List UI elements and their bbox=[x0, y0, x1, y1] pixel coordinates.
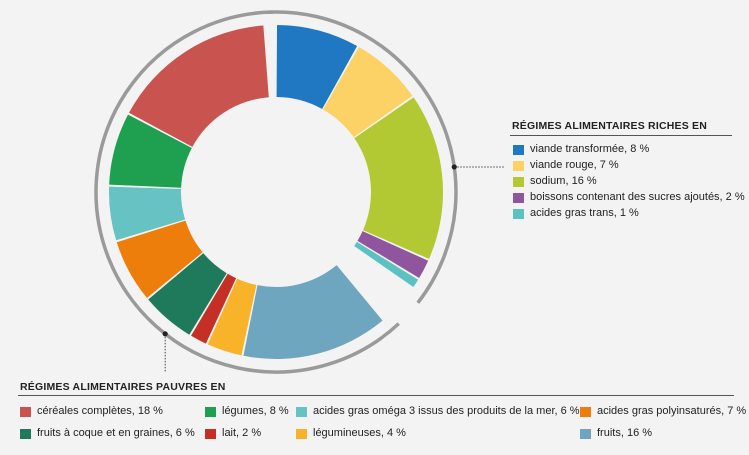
legend-label: lait, 2 % bbox=[222, 427, 262, 439]
legend-label: légumineuses, 4 % bbox=[313, 427, 406, 439]
legend-item-acides-gras-polyinsatures: acides gras polyinsaturés, 7 % bbox=[580, 405, 746, 418]
legend-item-legumes: légumes, 8 % bbox=[205, 405, 289, 418]
legend-swatch bbox=[513, 144, 524, 155]
slice-boissons-contenant-des-sucres-ajoutes bbox=[357, 231, 429, 278]
legend-label: acides gras oméga 3 issus des produits d… bbox=[313, 405, 580, 417]
legend-swatch bbox=[513, 208, 524, 219]
slice-legumes bbox=[109, 114, 192, 188]
legend-item-lait: lait, 2 % bbox=[205, 427, 261, 440]
slice-viande-rouge bbox=[323, 47, 413, 138]
legend-label: acides gras polyinsaturés, 7 % bbox=[597, 405, 747, 417]
legend-label: viande rouge, 7 % bbox=[530, 159, 619, 171]
legend-item-fruits-a-coque-et-en-graines: fruits à coque et en graines, 6 % bbox=[20, 427, 195, 440]
legend-swatch bbox=[20, 428, 31, 439]
slice-fruits-a-coque-et-en-graines bbox=[148, 253, 227, 335]
slice-fruits bbox=[243, 265, 383, 359]
legend-item-viande-rouge: viande rouge, 7 % bbox=[513, 159, 619, 172]
legend-swatch bbox=[513, 176, 524, 187]
rich-legend-rule bbox=[510, 135, 732, 136]
slice-acides-gras-polyinsatures bbox=[116, 220, 203, 298]
legend-item-cereales-completes: céréales complètes, 18 % bbox=[20, 405, 163, 418]
legend-swatch bbox=[20, 406, 31, 417]
poor-bracket-arc bbox=[94, 10, 400, 374]
slice-sodium bbox=[354, 97, 444, 259]
rich-bracket-arc bbox=[266, 10, 458, 304]
poor-leader-dot bbox=[162, 331, 168, 337]
legend-swatch bbox=[296, 406, 307, 417]
slice-viande-transformee bbox=[276, 25, 358, 109]
legend-swatch bbox=[580, 406, 591, 417]
slice-acides-gras-omega-3-issus-des-produits-de-la-mer bbox=[109, 186, 186, 241]
legend-label: viande transformée, 8 % bbox=[530, 143, 650, 155]
legend-item-sodium: sodium, 16 % bbox=[513, 175, 597, 188]
legend-item-fruits: fruits, 16 % bbox=[580, 427, 652, 440]
slice-acides-gras-trans bbox=[354, 241, 419, 287]
legend-label: légumes, 8 % bbox=[222, 405, 289, 417]
legend-item-acides-gras-omega-3-issus-des-produits-de-la-mer: acides gras oméga 3 issus des produits d… bbox=[296, 405, 580, 418]
legend-label: fruits à coque et en graines, 6 % bbox=[37, 427, 195, 439]
rich-leader-dot bbox=[451, 164, 457, 170]
legend-swatch bbox=[513, 160, 524, 171]
legend-swatch bbox=[205, 406, 216, 417]
legend-swatch bbox=[513, 192, 524, 203]
legend-item-acides-gras-trans: acides gras trans, 1 % bbox=[513, 207, 639, 220]
legend-label: boissons contenant des sucres ajoutés, 2… bbox=[530, 191, 745, 203]
legend-swatch bbox=[580, 428, 591, 439]
slice-lait bbox=[191, 273, 237, 344]
slice-cereales-completes bbox=[128, 25, 269, 147]
legend-label: fruits, 16 % bbox=[597, 427, 653, 439]
legend-item-viande-transformee: viande transformée, 8 % bbox=[513, 143, 649, 156]
legend-item-boissons-contenant-des-sucres-ajoutes: boissons contenant des sucres ajoutés, 2… bbox=[513, 191, 745, 204]
legend-label: sodium, 16 % bbox=[530, 175, 597, 187]
legend-item-legumineuses: légumineuses, 4 % bbox=[296, 427, 406, 440]
slice-legumineuses bbox=[207, 278, 257, 356]
legend-label: acides gras trans, 1 % bbox=[530, 207, 639, 219]
rich-legend-title: RÉGIMES ALIMENTAIRES RICHES EN bbox=[512, 120, 708, 132]
poor-legend-title: RÉGIMES ALIMENTAIRES PAUVRES EN bbox=[20, 381, 226, 393]
poor-legend-rule bbox=[18, 395, 734, 396]
legend-swatch bbox=[205, 428, 216, 439]
legend-swatch bbox=[296, 428, 307, 439]
legend-label: céréales complètes, 18 % bbox=[37, 405, 163, 417]
